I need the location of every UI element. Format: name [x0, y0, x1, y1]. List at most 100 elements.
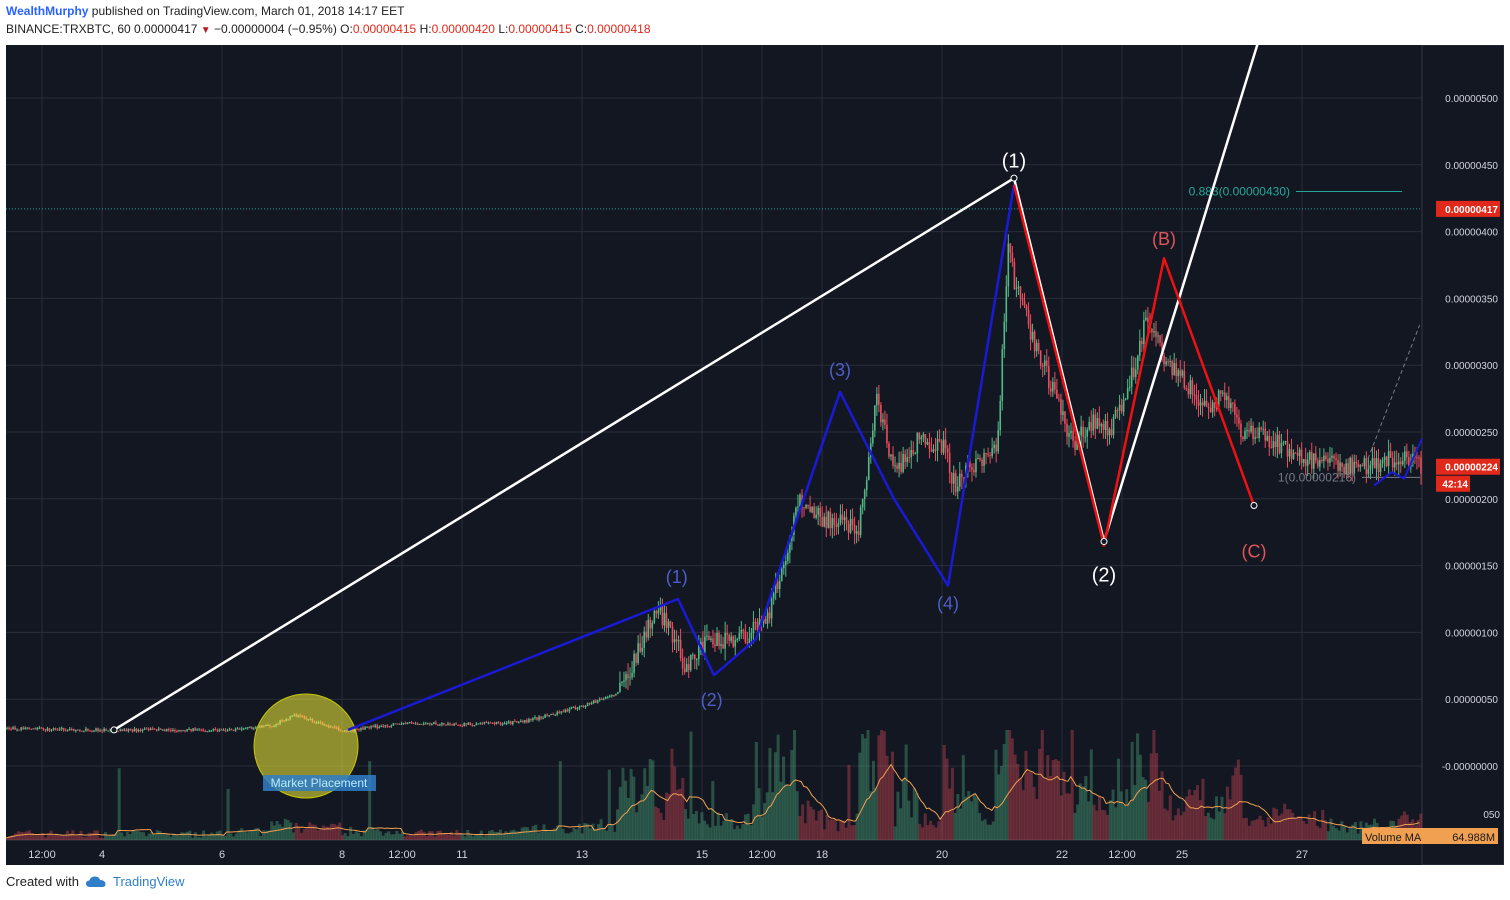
candle-body — [714, 644, 716, 646]
volume-bar — [1225, 786, 1229, 840]
volume-bar — [1212, 819, 1216, 840]
symbol-label: BINANCE:TRXBTC, 60 — [6, 22, 131, 36]
candle-body — [1023, 300, 1026, 306]
volume-bar — [743, 814, 747, 840]
volume-bar — [686, 818, 690, 840]
candle-body — [1100, 423, 1103, 427]
volume-bar — [692, 813, 696, 840]
candle-body — [1292, 452, 1295, 459]
blue-wave-label: (4) — [937, 594, 959, 614]
volume-bar — [324, 826, 328, 840]
volume-bar — [871, 760, 875, 840]
candle-body — [1306, 459, 1309, 466]
candle-body — [161, 729, 164, 731]
x-tick-label: 8 — [339, 849, 345, 861]
volume-bar — [379, 831, 383, 840]
candle-body — [26, 727, 29, 729]
volume-bar — [621, 767, 625, 840]
price-chart[interactable]: 0.00000500 0.00000450 0.00000400 0.00000350… — [6, 45, 1504, 865]
volume-bar — [901, 778, 905, 840]
volume-bar — [779, 781, 783, 840]
volume-bar — [215, 831, 219, 840]
volume-bar — [330, 823, 334, 840]
candle-body — [564, 709, 567, 712]
candle-body — [598, 699, 601, 701]
candle-body — [742, 629, 745, 631]
volume-bar — [409, 835, 413, 840]
candle-body — [835, 524, 838, 527]
candle-body — [170, 729, 172, 731]
candle-body — [1086, 429, 1089, 437]
candle-body — [1060, 399, 1062, 415]
volume-bar — [558, 761, 562, 840]
volume-bar — [82, 837, 86, 840]
candle-body — [424, 723, 427, 725]
volume-bar — [188, 830, 192, 840]
candle-body — [938, 438, 941, 442]
candle-body — [471, 724, 474, 726]
candle-body — [1167, 361, 1169, 363]
candle-body — [212, 729, 215, 731]
candle-body — [493, 722, 496, 725]
volume-bar — [430, 831, 434, 840]
candle-body — [1217, 390, 1220, 410]
tradingview-brand[interactable]: TradingView — [112, 874, 185, 889]
candle-body — [716, 632, 718, 646]
candle-body — [1250, 425, 1252, 432]
volume-bar — [1310, 819, 1314, 840]
candle-body — [596, 700, 599, 703]
volume-bar — [847, 765, 851, 840]
candle-body — [505, 723, 508, 725]
volume-bar — [1356, 833, 1360, 840]
volume-bar — [14, 833, 18, 840]
candle-body — [1308, 451, 1311, 460]
volume-bar — [801, 804, 805, 840]
candle-body — [772, 593, 775, 599]
volume-bar — [624, 780, 628, 840]
candle-body — [867, 456, 870, 481]
volume-bar — [496, 832, 500, 840]
candle-body — [853, 524, 856, 534]
candle-body — [1161, 342, 1163, 356]
candle-body — [360, 727, 362, 730]
volume-bar — [1345, 832, 1349, 840]
candle-body — [1143, 320, 1145, 345]
volume-bar — [754, 741, 758, 840]
volume-bar — [278, 824, 282, 840]
author-link[interactable]: WealthMurphy — [6, 4, 89, 18]
volume-bar — [90, 833, 94, 840]
white-wave-line — [113, 45, 1259, 731]
volume-ma-line — [6, 763, 1420, 839]
candle-body — [1286, 441, 1289, 457]
volume-bar — [1087, 801, 1091, 840]
candle-body — [1298, 449, 1301, 456]
volume-bar — [74, 835, 78, 840]
blue-wave-line — [347, 184, 1016, 732]
candle-body — [218, 729, 221, 732]
candle-body — [1045, 360, 1048, 366]
volume-bar — [1125, 789, 1129, 840]
candle-body — [202, 729, 205, 732]
candle-body — [12, 727, 14, 730]
volume-bar — [662, 819, 666, 840]
candle-body — [1312, 453, 1315, 469]
candle-body — [888, 443, 890, 457]
volume-bar — [899, 808, 903, 840]
candle-body — [489, 722, 492, 724]
volume-bar — [1133, 784, 1137, 840]
volume-bar — [1329, 818, 1333, 840]
volume-bar — [836, 831, 840, 840]
volume-bar — [218, 830, 222, 840]
candle-body — [81, 730, 83, 732]
candle-body — [1072, 430, 1074, 441]
volume-bar — [1018, 778, 1023, 840]
candle-body — [645, 631, 648, 638]
candle-body — [776, 581, 779, 590]
volume-bar — [1059, 795, 1063, 840]
volume-bar — [1402, 811, 1406, 840]
volume-bar — [428, 831, 432, 840]
volume-bar — [1097, 796, 1101, 840]
candle-body — [1213, 402, 1216, 408]
candle-body — [720, 644, 722, 646]
candle-body — [1118, 404, 1121, 411]
